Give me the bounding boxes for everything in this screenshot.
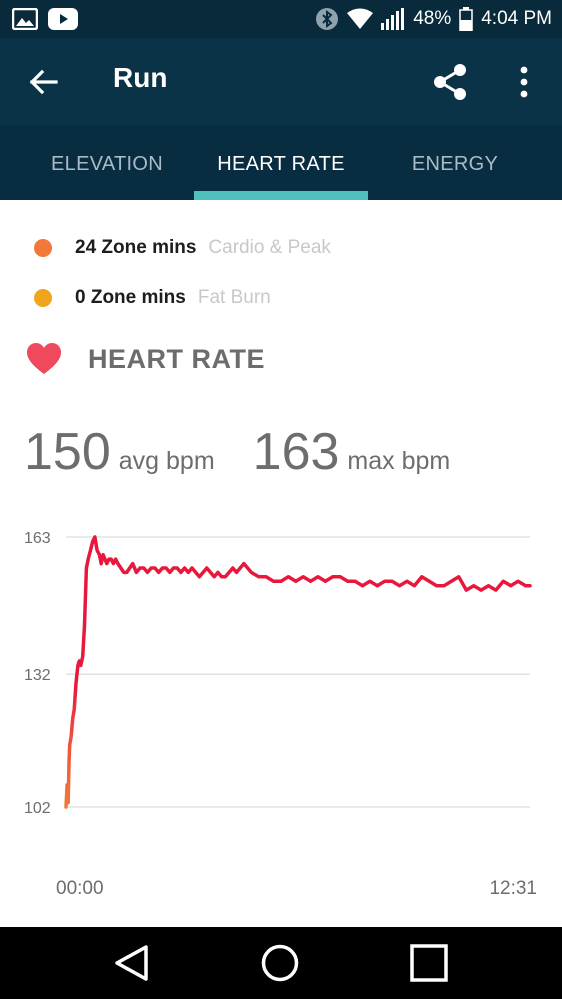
zone-row-fat-burn: 0 Zone mins Fat Burn — [34, 286, 271, 310]
heart-rate-series-line — [64, 535, 532, 809]
youtube-icon — [48, 8, 78, 30]
app-bar: Run — [0, 38, 562, 125]
back-triangle-icon[interactable] — [113, 944, 151, 982]
zone-value: 0 Zone mins — [75, 287, 186, 308]
zone-label: Fat Burn — [197, 287, 271, 308]
y-tick-label: 132 — [24, 667, 51, 684]
tab-heart-rate[interactable]: HEART RATE — [217, 153, 345, 175]
heart-rate-header: HEART RATE — [26, 342, 265, 376]
more-vert-icon[interactable] — [512, 62, 536, 102]
battery-icon — [459, 7, 473, 31]
zone-value: 24 Zone mins — [75, 237, 197, 258]
system-nav-bar — [0, 927, 562, 999]
gallery-icon — [12, 8, 38, 30]
y-tick-label: 163 — [24, 530, 51, 547]
recents-square-icon[interactable] — [410, 944, 448, 982]
heart-icon — [27, 343, 61, 374]
avg-bpm-unit: avg bpm — [118, 447, 215, 475]
avg-bpm-value: 150 — [24, 423, 111, 481]
x-tick-label: 12:31 — [489, 878, 537, 899]
tab-energy[interactable]: ENERGY — [411, 153, 499, 175]
status-bar: 48% 4:04 PM — [0, 0, 562, 38]
fat-burn-dot — [34, 289, 52, 307]
tab-elevation[interactable]: ELEVATION — [51, 153, 163, 175]
clock: 4:04 PM — [481, 8, 552, 29]
bluetooth-icon — [316, 8, 339, 30]
back-arrow-icon[interactable] — [26, 64, 62, 100]
signal-icon — [381, 8, 405, 30]
section-title: HEART RATE — [88, 343, 265, 374]
battery-percent: 48% — [413, 8, 452, 29]
tab-bar: ELEVATION HEART RATE ENERGY — [0, 125, 562, 200]
heart-rate-stats: 150 avg bpm 163 max bpm — [24, 422, 450, 482]
max-bpm-unit: max bpm — [347, 447, 451, 475]
wifi-icon — [347, 8, 374, 29]
share-icon[interactable] — [430, 62, 470, 102]
page-title: Run — [113, 62, 168, 93]
heart-rate-chart: 163 132 102 00:00 12:31 — [24, 530, 537, 899]
active-tab-indicator — [194, 191, 368, 200]
zone-row-cardio-peak: 24 Zone mins Cardio & Peak — [34, 236, 331, 260]
x-tick-label: 00:00 — [56, 878, 104, 899]
cardio-peak-dot — [34, 239, 52, 257]
home-circle-icon[interactable] — [261, 944, 299, 982]
zone-label: Cardio & Peak — [208, 237, 331, 258]
max-bpm-value: 163 — [252, 423, 340, 481]
y-tick-label: 102 — [24, 800, 51, 817]
